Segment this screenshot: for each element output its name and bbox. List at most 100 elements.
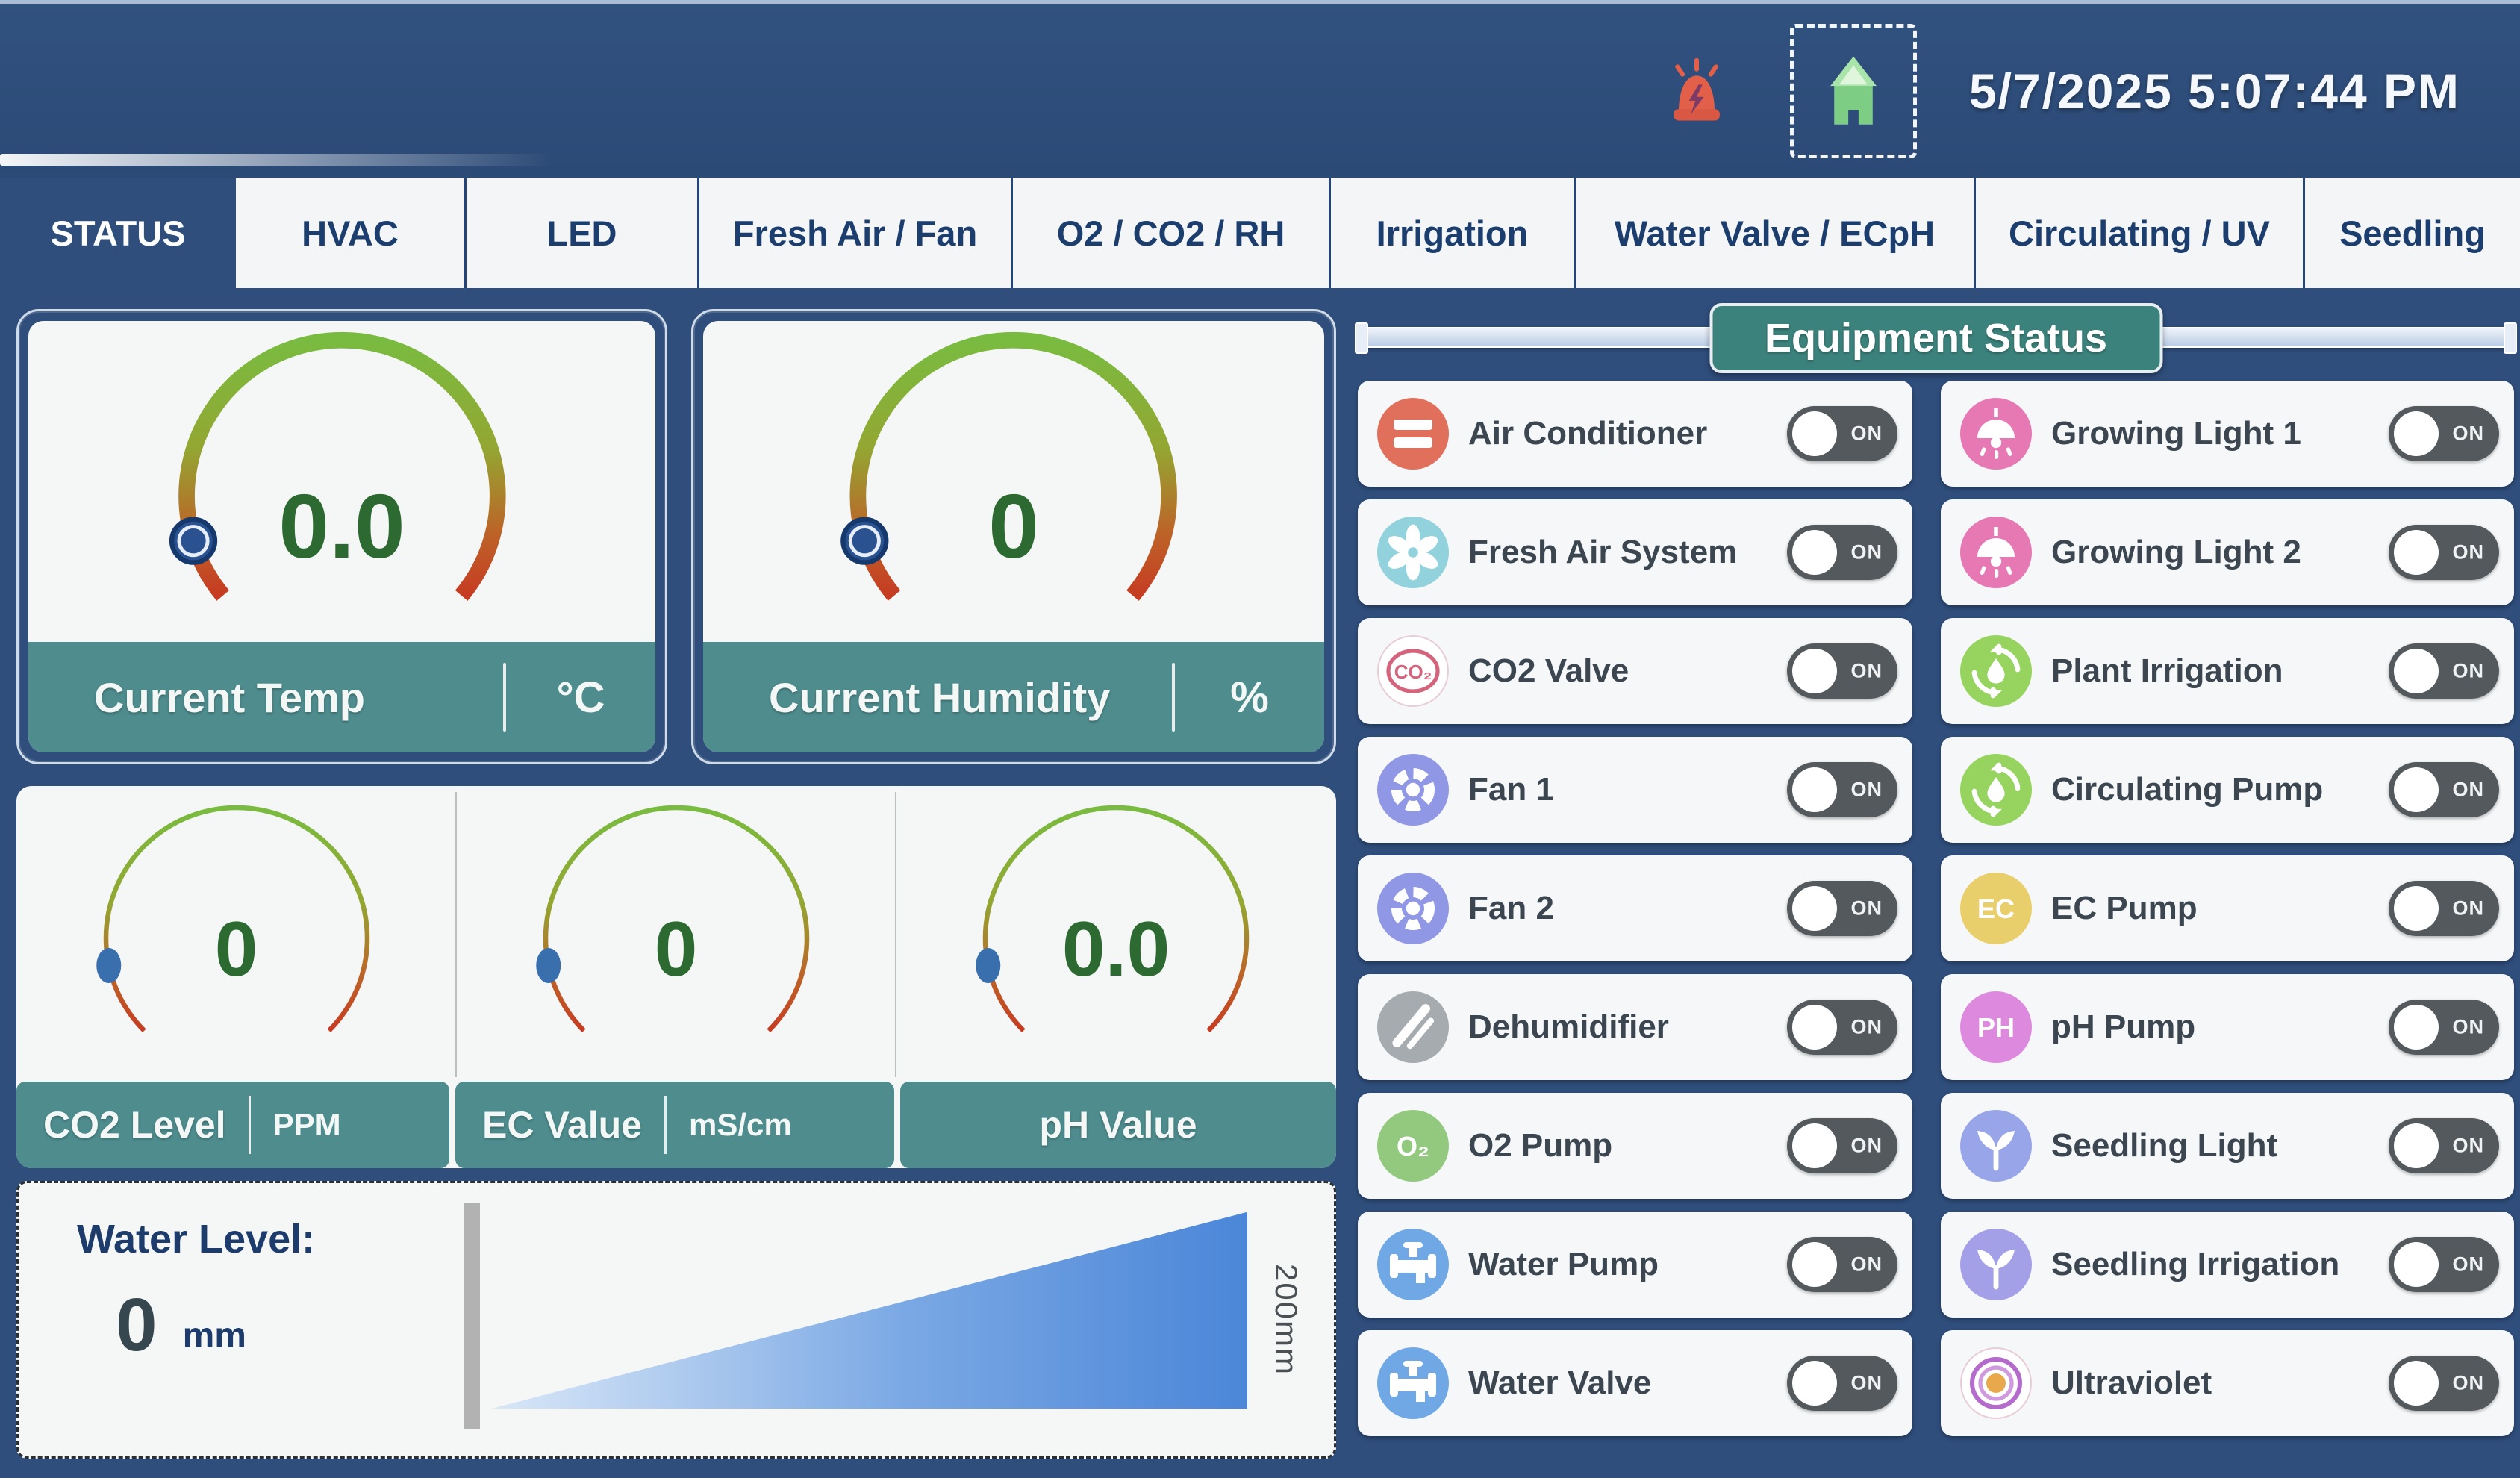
svg-text:PH: PH	[1977, 1012, 2015, 1043]
tab-o2-co2-rh[interactable]: O2 / CO2 / RH	[1011, 178, 1329, 288]
co2-unit: PPM	[272, 1107, 341, 1142]
ph-footer: pH Value	[900, 1082, 1336, 1168]
humidity-footer: Current Humidity %	[703, 642, 1324, 752]
dehumidifier-toggle[interactable]: ON	[1787, 1000, 1897, 1055]
toggle-state-label: ON	[1850, 1134, 1883, 1157]
ultraviolet-toggle[interactable]: ON	[2389, 1356, 2499, 1411]
growing-light-1-toggle[interactable]: ON	[2389, 406, 2499, 461]
fan-1-toggle[interactable]: ON	[1787, 762, 1897, 817]
alarm-icon[interactable]	[1656, 43, 1738, 140]
toggle-knob	[1792, 767, 1837, 812]
ec-pump-icon: EC	[1960, 873, 2032, 944]
toggle-knob	[2394, 886, 2439, 931]
growing-light-2-toggle[interactable]: ON	[2389, 525, 2499, 580]
co2-value: 0	[214, 906, 258, 993]
co2-valve-toggle[interactable]: ON	[1787, 643, 1897, 699]
ec-pump-toggle[interactable]: ON	[2389, 881, 2499, 936]
seedling-light-toggle[interactable]: ON	[2389, 1118, 2499, 1173]
humidity-gauge	[840, 332, 1178, 602]
equipment-row-seedling-irrigation: Seedling Irrigation ON	[1941, 1212, 2514, 1318]
water-valve-toggle[interactable]: ON	[1787, 1356, 1897, 1411]
equipment-label-ec-pump: EC Pump	[2051, 890, 2198, 926]
humidity-value: 0	[988, 475, 1039, 577]
equipment-label-ph-pump: pH Pump	[2051, 1008, 2196, 1045]
toggle-state-label: ON	[1850, 1253, 1883, 1276]
equipment-row-water-pump: Water Pump ON	[1358, 1212, 1912, 1318]
seedling-irrigation-toggle[interactable]: ON	[2389, 1237, 2499, 1292]
ph-pump-toggle[interactable]: ON	[2389, 1000, 2499, 1055]
co2-footer: CO2 Level PPM	[16, 1082, 449, 1168]
tab-circulating-uv[interactable]: Circulating / UV	[1974, 178, 2303, 288]
equipment-row-o2-pump: O₂ O2 Pump ON	[1358, 1093, 1912, 1199]
equipment-label-o2-pump: O2 Pump	[1468, 1127, 1613, 1164]
plant-irrigation-icon	[1960, 635, 2032, 707]
equipment-row-seedling-light: Seedling Light ON	[1941, 1093, 2514, 1199]
tab-hvac[interactable]: HVAC	[236, 178, 464, 288]
seedling-light-icon	[1960, 1110, 2032, 1182]
toggle-state-label: ON	[1850, 540, 1883, 564]
ec-label: EC Value	[482, 1104, 642, 1146]
ec-gauge-knob	[535, 948, 561, 983]
equipment-label-fresh-air-system: Fresh Air System	[1468, 534, 1738, 570]
o2-pump-toggle[interactable]: ON	[1787, 1118, 1897, 1173]
equipment-row-circulating-pump: Circulating Pump ON	[1941, 737, 2514, 843]
circulating-pump-toggle[interactable]: ON	[2389, 762, 2499, 817]
fresh-air-icon	[1377, 517, 1449, 588]
top-bar: 5/7/2025 5:07:44 PM	[0, 0, 2520, 178]
dehumidifier-icon	[1377, 991, 1449, 1063]
equipment-row-ec-pump: EC EC Pump ON	[1941, 855, 2514, 961]
equipment-label-seedling-irrigation: Seedling Irrigation	[2051, 1246, 2340, 1282]
equipment-status-title: Equipment Status	[1709, 303, 2163, 373]
tab-seedling[interactable]: Seedling	[2303, 178, 2520, 288]
svg-text:CO₂: CO₂	[1394, 661, 1432, 683]
ec-unit: mS/cm	[689, 1107, 792, 1142]
fan-icon	[1377, 754, 1449, 826]
equipment-label-growing-light-1: Growing Light 1	[2051, 415, 2301, 452]
ph-gauge-knob	[976, 948, 1001, 983]
equipment-label-water-valve: Water Valve	[1468, 1365, 1652, 1401]
home-button[interactable]	[1789, 24, 1917, 158]
toggle-state-label: ON	[1850, 778, 1883, 801]
tab-water-valve-ecph[interactable]: Water Valve / ECpH	[1574, 178, 1974, 288]
co2-valve-icon: CO₂	[1377, 635, 1449, 707]
humidity-label: Current Humidity	[769, 673, 1111, 721]
toggle-knob	[2394, 411, 2439, 456]
equipment-column-right: Growing Light 1 ON	[1941, 381, 2514, 1436]
fan-icon	[1377, 873, 1449, 944]
equipment-label-dehumidifier: Dehumidifier	[1468, 1008, 1669, 1045]
toggle-knob	[1792, 1361, 1837, 1406]
fan-2-toggle[interactable]: ON	[1787, 881, 1897, 936]
toggle-state-label: ON	[1850, 422, 1883, 445]
tab-status[interactable]: STATUS	[0, 178, 236, 288]
toggle-knob	[2394, 1242, 2439, 1287]
equipment-status-panel: Equipment Status Air Conditioner ON Fres…	[1355, 303, 2517, 1459]
current-temp-card: 0.0 Current Temp °C	[16, 309, 667, 764]
toggle-state-label: ON	[2452, 1134, 2484, 1157]
equipment-row-growing-light-1: Growing Light 1 ON	[1941, 381, 2514, 487]
equipment-label-plant-irrigation: Plant Irrigation	[2051, 652, 2283, 689]
equipment-row-water-valve: Water Valve ON	[1358, 1330, 1912, 1436]
toggle-state-label: ON	[1850, 897, 1883, 920]
tab-irrigation[interactable]: Irrigation	[1329, 178, 1574, 288]
water-pump-toggle[interactable]: ON	[1787, 1237, 1897, 1292]
air-conditioner-toggle[interactable]: ON	[1787, 406, 1897, 461]
equipment-row-dehumidifier: Dehumidifier ON	[1358, 974, 1912, 1080]
plant-irrigation-toggle[interactable]: ON	[2389, 643, 2499, 699]
equipment-label-fan-1: Fan 1	[1468, 771, 1554, 808]
footer-divider	[248, 1096, 251, 1154]
water-level-card: Water Level: 0 mm 200mm	[16, 1181, 1336, 1459]
toggle-knob	[1792, 1242, 1837, 1287]
ph-value: 0.0	[1061, 906, 1170, 993]
svg-text:O₂: O₂	[1397, 1131, 1429, 1161]
temp-unit: °C	[556, 673, 605, 722]
svg-text:EC: EC	[1977, 894, 2015, 924]
tab-fresh-air-fan[interactable]: Fresh Air / Fan	[697, 178, 1011, 288]
ec-value: 0	[654, 906, 698, 993]
tab-led[interactable]: LED	[464, 178, 697, 288]
fresh-air-system-toggle[interactable]: ON	[1787, 525, 1897, 580]
temp-label: Current Temp	[94, 673, 365, 721]
toggle-knob	[2394, 1123, 2439, 1168]
equipment-row-plant-irrigation: Plant Irrigation ON	[1941, 618, 2514, 724]
co2-gauge-knob	[96, 948, 121, 983]
circulating-pump-icon	[1960, 754, 2032, 826]
